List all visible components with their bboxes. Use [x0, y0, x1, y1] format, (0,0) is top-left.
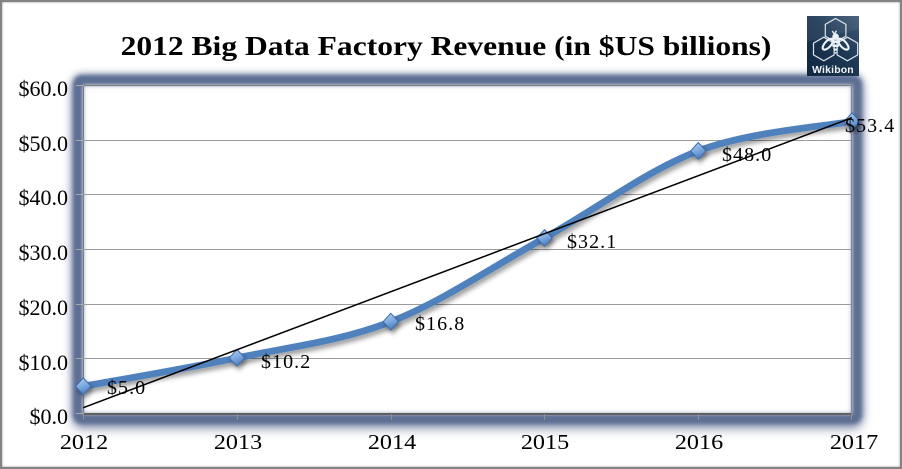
svg-text:Wikibon: Wikibon [812, 65, 854, 76]
